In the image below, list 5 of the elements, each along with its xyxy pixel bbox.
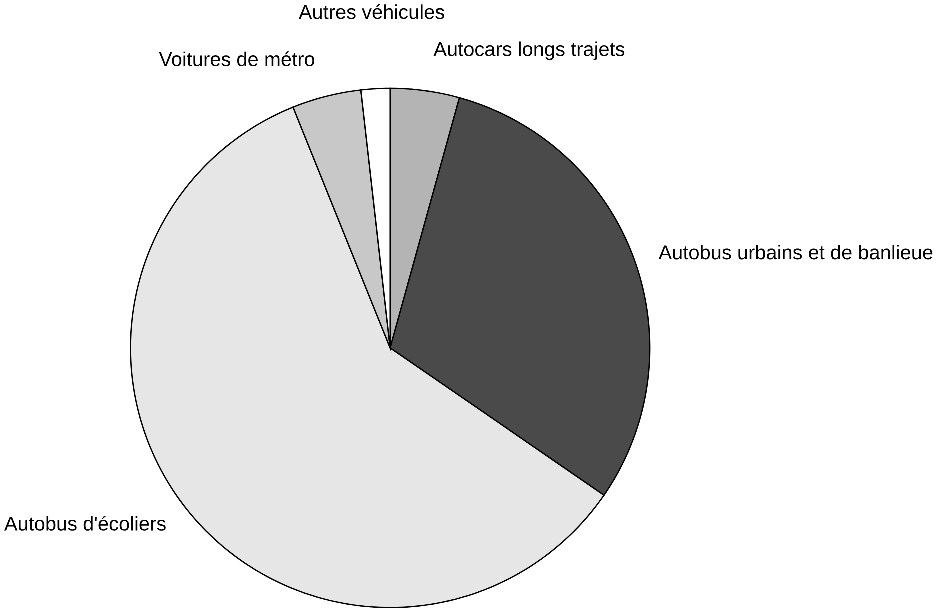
slice-label: Voitures de métro: [159, 51, 314, 66]
slice-label: Autocars longs trajets: [434, 42, 625, 60]
slice-label: Autobus urbains et de banlieue: [658, 244, 933, 260]
slice-label: Autobus d'écoliers: [4, 516, 166, 531]
slice-label: Autres véhicules: [298, 4, 444, 20]
